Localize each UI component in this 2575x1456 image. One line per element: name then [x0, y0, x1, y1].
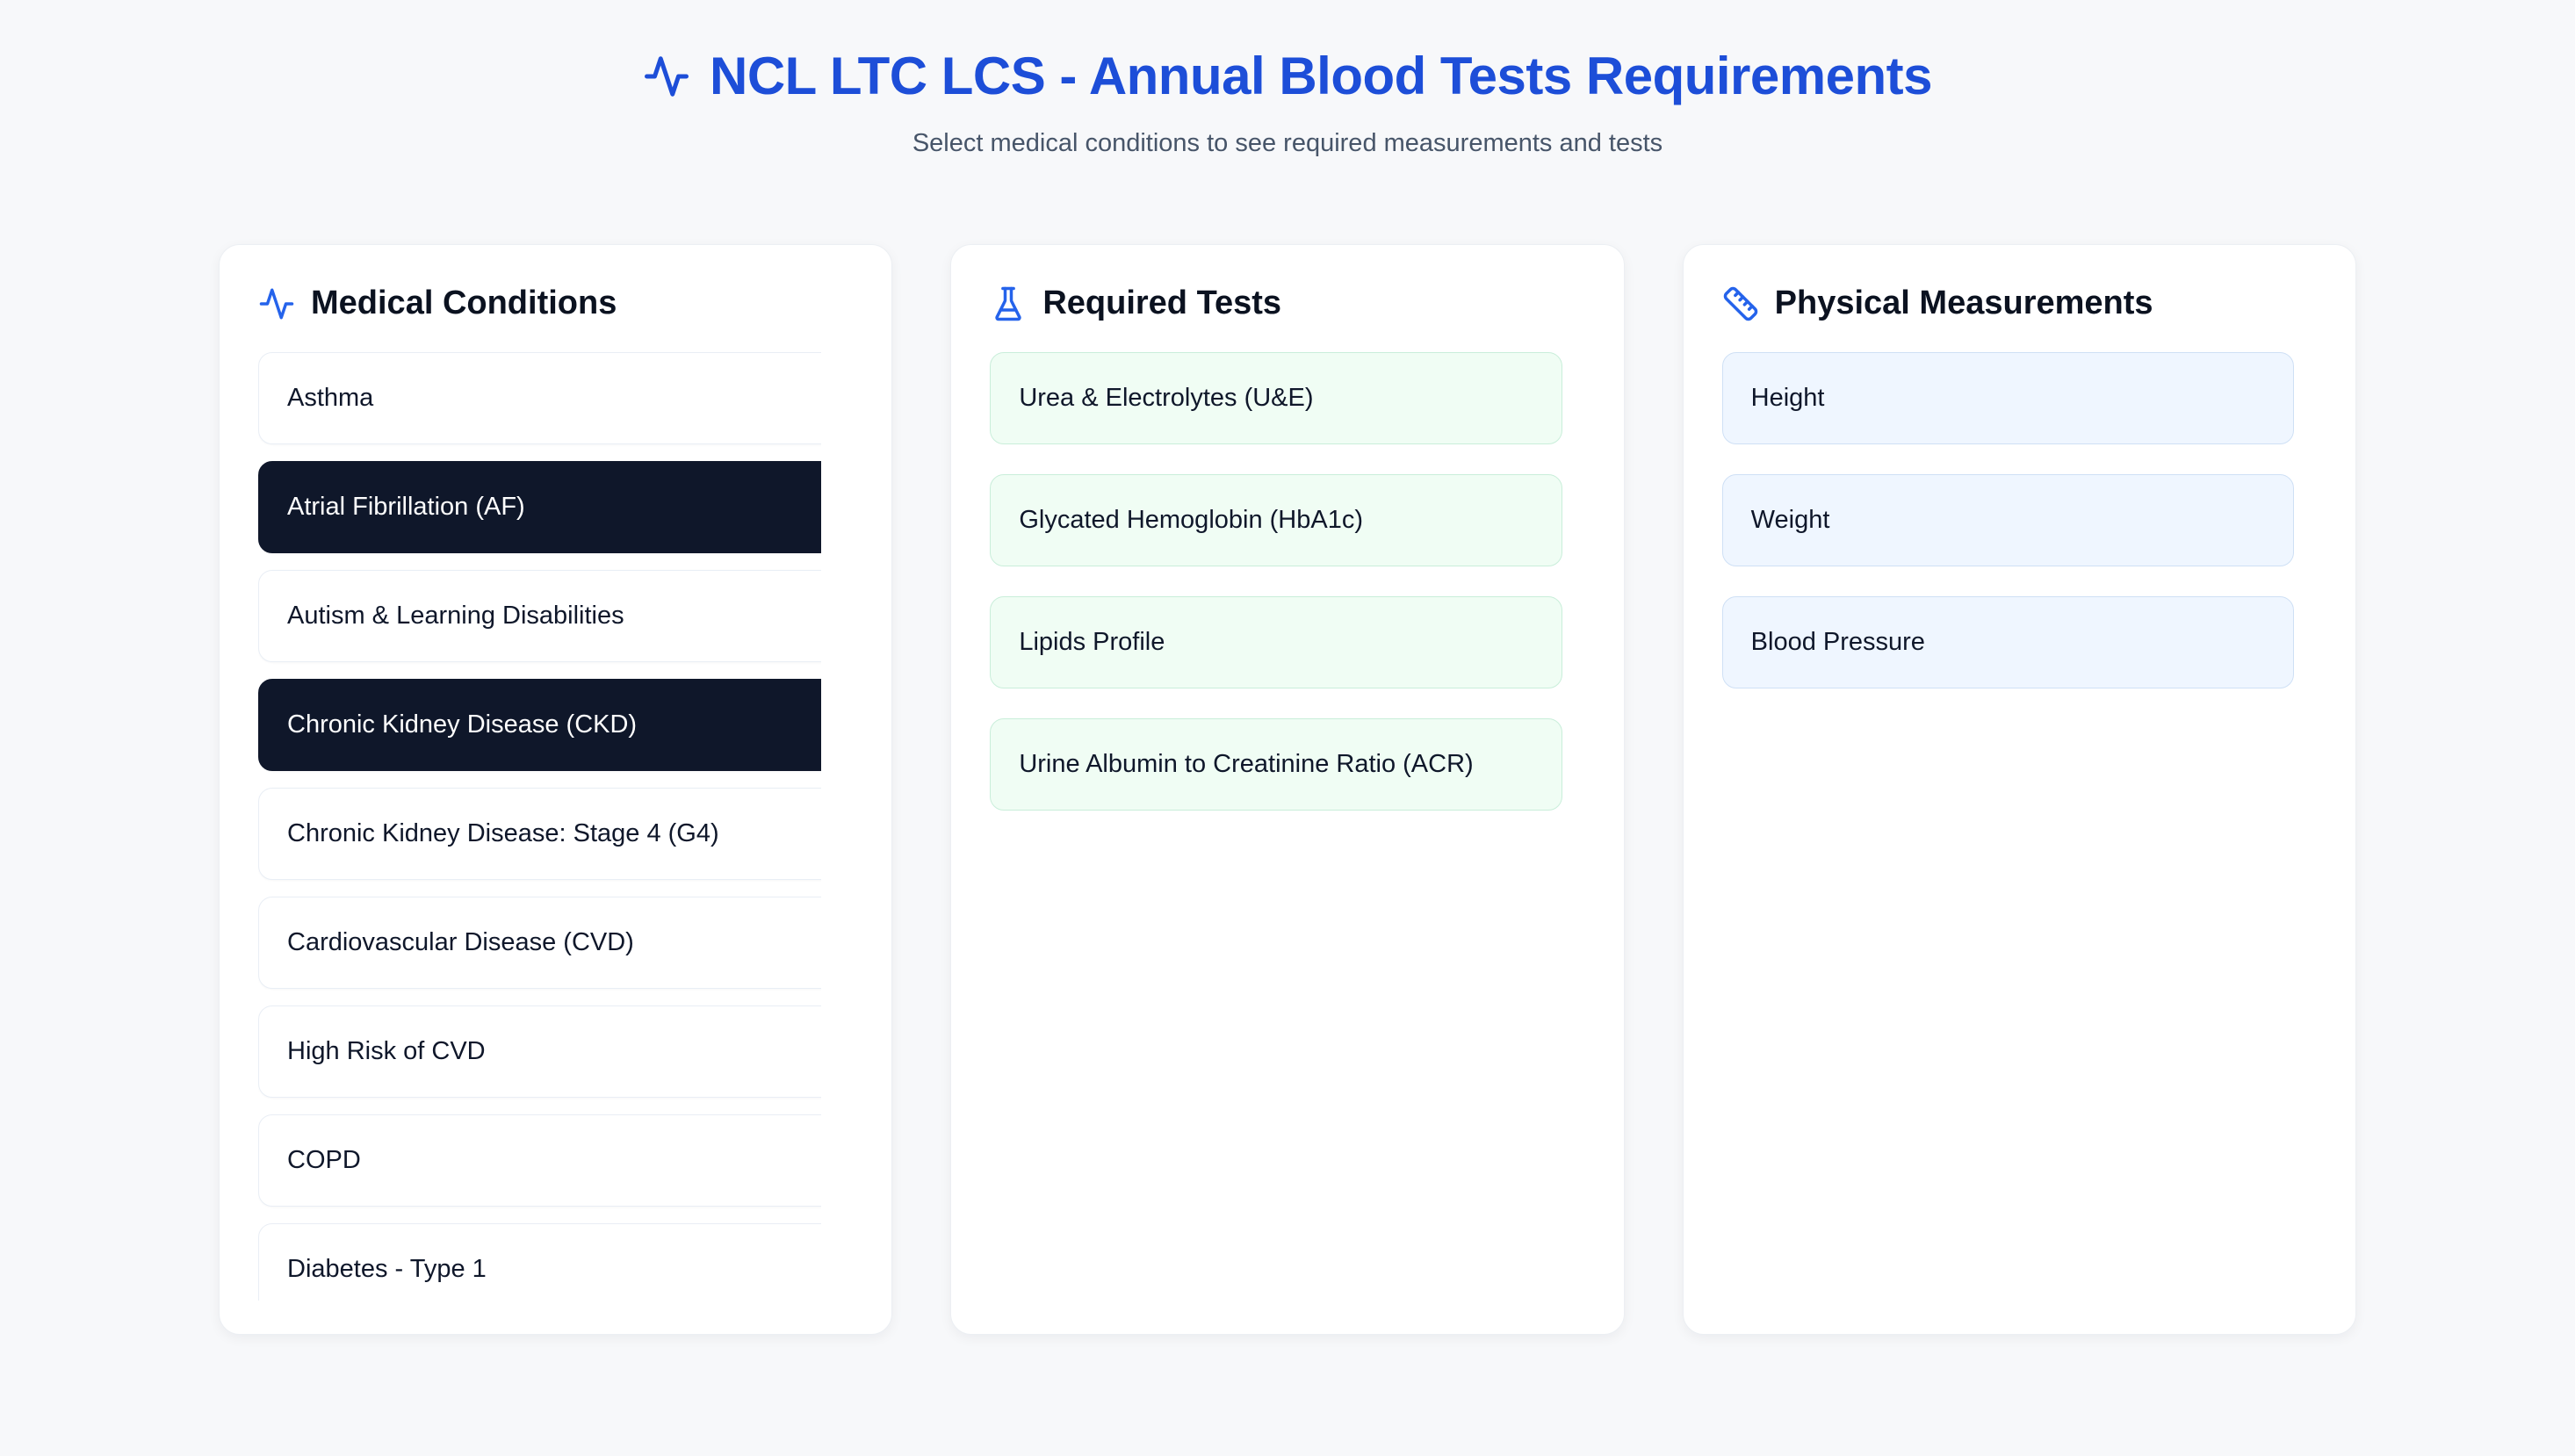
condition-item[interactable]: Asthma — [258, 351, 821, 444]
test-label: Lipids Profile — [1019, 627, 1165, 656]
main-columns: Medical Conditions Asthma Atrial Fibrill… — [219, 244, 2356, 1335]
measurement-item: Weight — [1721, 473, 2294, 566]
test-item: Lipids Profile — [990, 595, 1562, 688]
condition-label: Chronic Kidney Disease (CKD) — [287, 710, 638, 739]
medical-conditions-title: Medical Conditions — [258, 284, 853, 324]
test-label: Urea & Electrolytes (U&E) — [1019, 383, 1314, 412]
physical-measurements-title: Physical Measurements — [1722, 284, 2317, 324]
condition-label: Atrial Fibrillation (AF) — [287, 492, 525, 521]
condition-label: Asthma — [287, 383, 374, 412]
required-tests-title: Required Tests — [990, 284, 1584, 324]
test-item: Urea & Electrolytes (U&E) — [990, 351, 1562, 444]
medical-conditions-panel: Medical Conditions Asthma Atrial Fibrill… — [219, 244, 893, 1335]
ruler-icon — [1722, 285, 1759, 322]
measurement-item: Height — [1721, 351, 2294, 444]
measurements-list: Height Weight Blood Pressure — [1721, 351, 2317, 688]
page-title-text: NCL LTC LCS - Annual Blood Tests Require… — [709, 47, 1933, 105]
test-item: Glycated Hemoglobin (HbA1c) — [990, 473, 1562, 566]
measurement-label: Height — [1750, 383, 1825, 412]
physical-measurements-panel: Physical Measurements Height Weight Bloo… — [1682, 244, 2356, 1335]
measurement-label: Blood Pressure — [1750, 627, 1925, 656]
condition-label: Chronic Kidney Disease: Stage 4 (G4) — [287, 818, 719, 847]
condition-item[interactable]: Chronic Kidney Disease (CKD) — [258, 678, 821, 771]
condition-item[interactable]: High Risk of CVD — [258, 1005, 821, 1098]
tests-list: Urea & Electrolytes (U&E) Glycated Hemog… — [990, 351, 1584, 811]
test-label: Urine Albumin to Creatinine Ratio (ACR) — [1019, 749, 1474, 778]
condition-label: Diabetes - Type 1 — [287, 1254, 487, 1283]
activity-icon — [258, 285, 295, 322]
test-item: Urine Albumin to Creatinine Ratio (ACR) — [990, 717, 1562, 811]
condition-item[interactable]: Chronic Kidney Disease: Stage 4 (G4) — [258, 787, 821, 880]
conditions-list: Asthma Atrial Fibrillation (AF) Autism &… — [258, 351, 821, 1301]
condition-item[interactable]: COPD — [258, 1114, 821, 1207]
condition-item[interactable]: Autism & Learning Disabilities — [258, 569, 821, 662]
panel-title-text: Required Tests — [1042, 285, 1282, 321]
required-tests-panel: Required Tests Urea & Electrolytes (U&E)… — [950, 244, 1625, 1335]
panel-title-text: Medical Conditions — [311, 285, 617, 321]
condition-item[interactable]: Atrial Fibrillation (AF) — [258, 460, 821, 553]
condition-label: Cardiovascular Disease (CVD) — [287, 927, 634, 956]
condition-label: Autism & Learning Disabilities — [287, 601, 624, 630]
app-header: NCL LTC LCS - Annual Blood Tests Require… — [0, 0, 2575, 158]
flask-icon — [990, 285, 1027, 322]
activity-icon — [643, 53, 690, 100]
page-subtitle: Select medical conditions to see require… — [912, 129, 1663, 157]
condition-label: High Risk of CVD — [287, 1036, 486, 1065]
measurement-label: Weight — [1750, 505, 1830, 534]
measurement-item: Blood Pressure — [1721, 595, 2294, 688]
condition-label: COPD — [287, 1145, 361, 1174]
condition-item[interactable]: Cardiovascular Disease (CVD) — [258, 896, 821, 989]
page-title: NCL LTC LCS - Annual Blood Tests Require… — [0, 46, 2575, 106]
condition-item[interactable]: Diabetes - Type 1 — [258, 1222, 821, 1301]
test-label: Glycated Hemoglobin (HbA1c) — [1019, 505, 1363, 534]
panel-title-text: Physical Measurements — [1774, 285, 2153, 321]
